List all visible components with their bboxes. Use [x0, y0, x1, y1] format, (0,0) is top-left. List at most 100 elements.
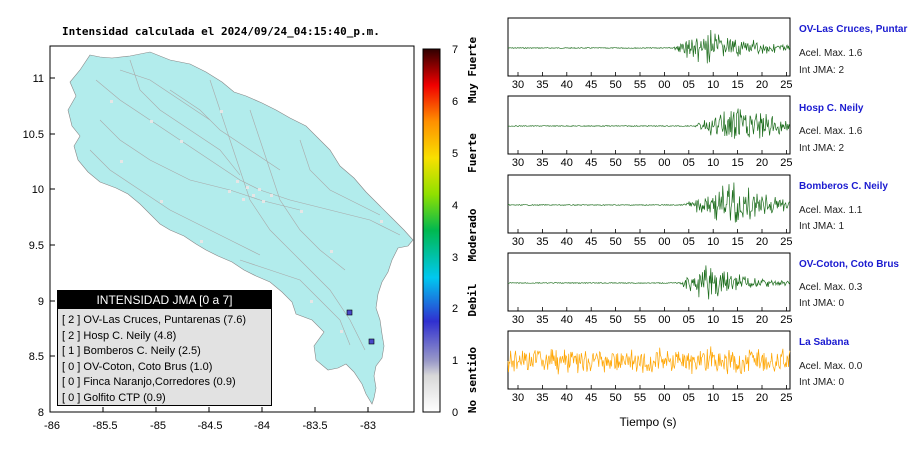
time-tick-label: 55	[634, 314, 646, 326]
svg-text:8.5: 8.5	[29, 351, 44, 363]
station-name-5: La Sabana	[799, 337, 850, 348]
legend-row: [ 2 ] Hosp C. Neily (4.8)	[62, 329, 177, 342]
time-tick-label: 20	[756, 79, 768, 91]
lat-ticks: 8 8.5 9 9.5 10 10.5 11	[23, 73, 44, 419]
time-tick-label: 40	[561, 157, 573, 169]
waveform-panel-4	[507, 252, 791, 312]
svg-text:2: 2	[452, 303, 458, 315]
time-tick-label: 35	[536, 392, 548, 404]
time-tick-label: 10	[707, 392, 719, 404]
station-name-1: OV-Las Cruces, Puntar	[799, 24, 908, 35]
waveform-panel-2	[507, 95, 791, 155]
legend-row: [ 1 ] Bomberos C. Neily (2.5)	[62, 345, 201, 358]
time-tick-label: 25	[780, 157, 792, 169]
time-tick-label: 40	[561, 392, 573, 404]
svg-text:11: 11	[33, 73, 44, 85]
colorbar-ticks: 0 1 2 3 4 5 6 7	[452, 44, 458, 419]
legend-row: [ 0 ] Finca Naranjo,Corredores (0.9)	[62, 376, 236, 389]
time-tick-label: 20	[756, 236, 768, 248]
station-acel-2: Acel. Max. 1.6	[799, 126, 863, 137]
station-jma-1: Int JMA: 2	[799, 65, 845, 76]
time-tick-label: 00	[658, 392, 670, 404]
label-muy-fuerte: Muy Fuerte	[466, 37, 479, 104]
intensity-legend: INTENSIDAD JMA [0 a 7] [ 2 ] OV-Las Cruc…	[57, 290, 272, 406]
waveform-trace-2	[507, 108, 791, 139]
svg-text:9.5: 9.5	[29, 240, 44, 252]
legend-title: INTENSIDAD JMA [0 a 7]	[58, 291, 271, 309]
time-tick-label: 45	[585, 392, 597, 404]
station-marker-1[interactable]	[346, 309, 353, 316]
station-acel-3: Acel. Max. 1.1	[799, 205, 863, 216]
time-tick-label: 00	[658, 157, 670, 169]
time-tick-label: 05	[683, 79, 695, 91]
legend-row: [ 0 ] Golfito CTP (0.9)	[62, 391, 166, 404]
svg-text:-85: -85	[150, 420, 166, 432]
time-tick-label: 00	[658, 236, 670, 248]
station-jma-5: Int JMA: 0	[799, 377, 845, 388]
svg-text:-84.5: -84.5	[197, 420, 222, 432]
svg-text:6: 6	[452, 96, 458, 108]
svg-text:7: 7	[452, 44, 458, 56]
svg-text:-85.5: -85.5	[92, 420, 117, 432]
time-tick-label: 55	[634, 392, 646, 404]
svg-text:-83.5: -83.5	[302, 420, 327, 432]
time-tick-label: 10	[707, 314, 719, 326]
intensity-colorbar	[422, 48, 441, 413]
time-tick-label: 35	[536, 314, 548, 326]
map-title: Intensidad calculada el 2024/09/24_04:15…	[62, 25, 380, 38]
costa-rica-land	[67, 51, 414, 405]
label-no-sentido: No sentido	[466, 347, 479, 414]
time-tick-label: 30	[512, 392, 524, 404]
time-tick-label: 20	[756, 157, 768, 169]
svg-text:10.5: 10.5	[23, 129, 44, 141]
time-tick-label: 05	[683, 314, 695, 326]
label-moderado: Moderado	[466, 208, 479, 261]
time-tick-label: 30	[512, 236, 524, 248]
station-name-2: Hosp C. Neily	[799, 103, 864, 114]
svg-text:4: 4	[452, 200, 458, 212]
waveform-trace-5	[507, 346, 791, 375]
time-tick-label: 30	[512, 79, 524, 91]
station-jma-2: Int JMA: 2	[799, 143, 845, 154]
time-tick-label: 10	[707, 157, 719, 169]
time-tick-label: 50	[609, 314, 621, 326]
time-tick-label: 45	[585, 157, 597, 169]
waveform-trace-3	[507, 182, 790, 223]
waveform-panels: 30 35 40 45 50 55 00 05 10 15 20 25 30 35 40 45 50 55 00 05…	[507, 17, 793, 404]
time-tick-label: 55	[634, 236, 646, 248]
label-debil: Debil	[466, 283, 479, 316]
waveform-panel-1	[507, 17, 791, 77]
svg-text:1: 1	[452, 355, 458, 367]
time-tick-label: 45	[585, 79, 597, 91]
time-tick-label: 45	[585, 236, 597, 248]
station-jma-4: Int JMA: 0	[799, 298, 845, 309]
svg-text:10: 10	[32, 184, 44, 196]
svg-text:8: 8	[38, 407, 44, 419]
map-roads	[89, 59, 401, 351]
time-tick-label: 40	[561, 79, 573, 91]
svg-text:3: 3	[452, 252, 458, 264]
map-towns	[110, 100, 383, 333]
station-jma-3: Int JMA: 1	[799, 221, 845, 232]
time-tick-label: 35	[536, 236, 548, 248]
time-tick-label: 15	[731, 79, 743, 91]
time-axis-label: Tiempo (s)	[620, 415, 677, 429]
svg-text:-86: -86	[44, 420, 60, 432]
time-tick-label: 00	[658, 79, 670, 91]
time-tick-label: 15	[731, 392, 743, 404]
time-tick-label: 15	[731, 236, 743, 248]
time-tick-label: 25	[780, 79, 792, 91]
time-tick-label: 15	[731, 157, 743, 169]
svg-text:5: 5	[452, 148, 458, 160]
time-tick-label: 55	[634, 157, 646, 169]
time-tick-label: 10	[707, 79, 719, 91]
time-tick-label: 25	[780, 314, 792, 326]
time-tick-label: 40	[561, 236, 573, 248]
station-marker-2[interactable]	[368, 338, 375, 345]
colorbar-labels: No sentido Debil Moderado Fuerte Muy Fue…	[466, 37, 479, 414]
map-land	[67, 51, 414, 405]
time-tick-label: 35	[536, 157, 548, 169]
time-tick-label: 10	[707, 236, 719, 248]
station-acel-4: Acel. Max. 0.3	[799, 282, 863, 293]
time-tick-label: 40	[561, 314, 573, 326]
